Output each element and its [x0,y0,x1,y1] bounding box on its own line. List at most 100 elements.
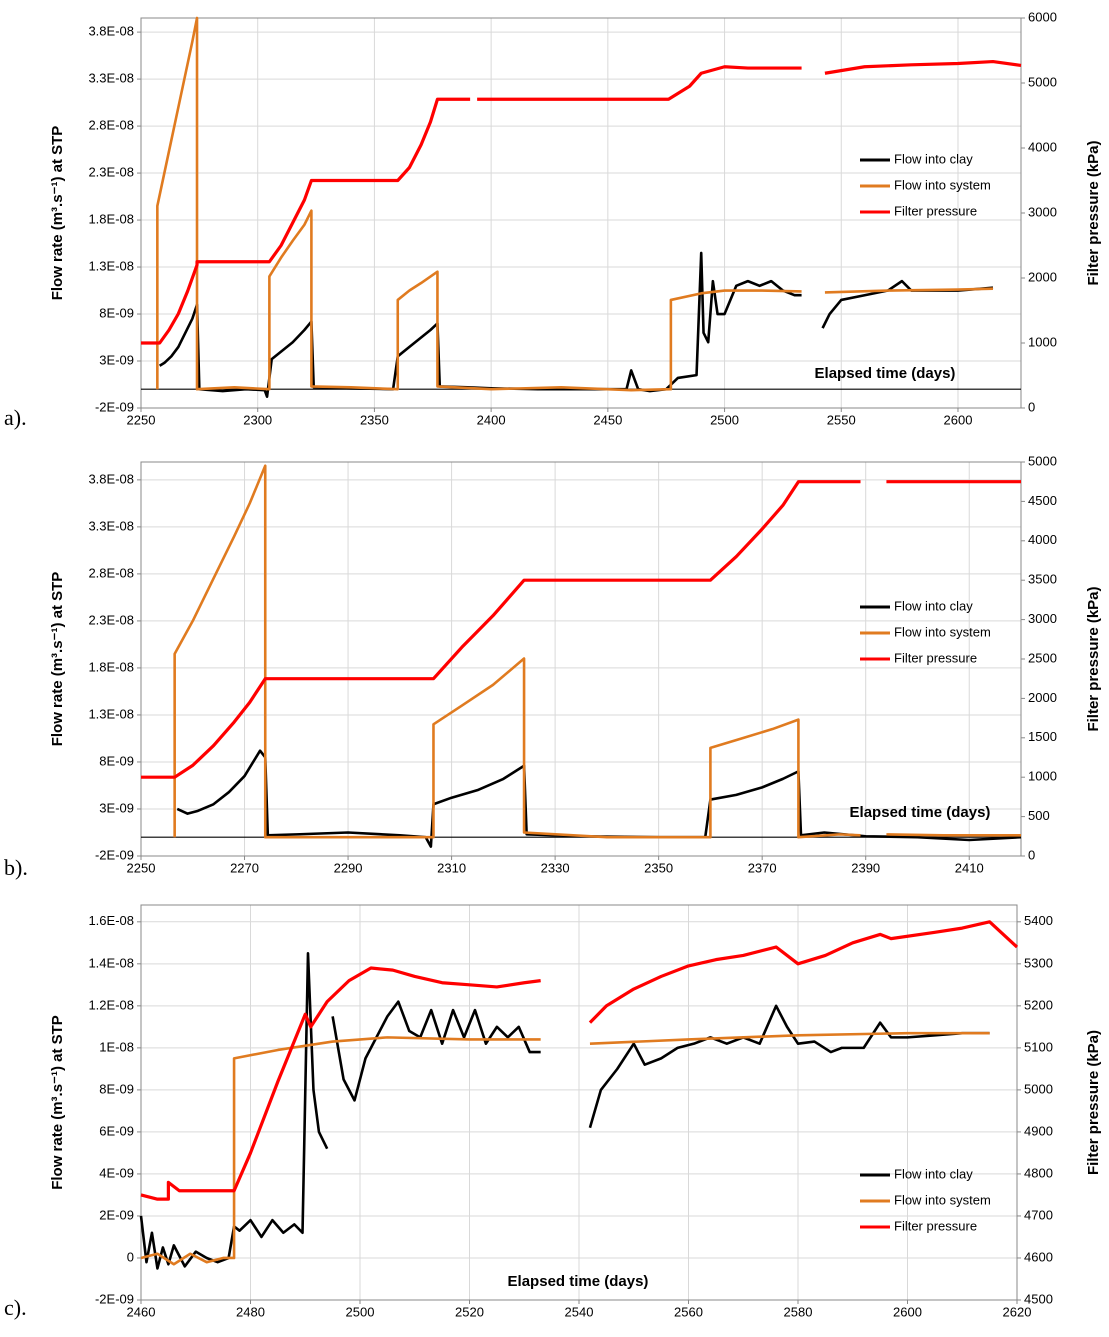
y-tick-label: 1.8E-08 [88,659,134,674]
y-axis-title: Flow rate (m³.s⁻¹) at STP [49,126,66,301]
y-tick-label: -2E-09 [95,847,134,862]
y-tick-label: 1.8E-08 [88,211,134,226]
legend-label: Filter pressure [894,650,977,665]
y2-tick-label: 1500 [1028,729,1057,744]
y2-tick-label: 6000 [1028,9,1057,24]
x-tick-label: 2370 [748,860,777,875]
x-axis-title: Elapsed time (days) [815,365,956,382]
y2-tick-label: 4500 [1028,493,1057,508]
y2-axis-title: Filter pressure (kPa) [1085,140,1102,285]
x-tick-label: 2290 [334,860,363,875]
y-tick-label: 1.4E-08 [88,955,134,970]
y-tick-label: -2E-09 [95,1291,134,1306]
y-tick-label: 1.3E-08 [88,258,134,273]
series-line [176,749,1022,848]
y2-tick-label: 4500 [1024,1291,1053,1306]
y-tick-label: 6E-09 [99,1123,134,1138]
y-tick-label: 1.2E-08 [88,997,134,1012]
y-tick-label: 3.8E-08 [88,24,134,39]
x-tick-label: 2580 [784,1304,813,1319]
x-tick-label: 2600 [944,412,973,427]
x-tick-label: 2400 [477,412,506,427]
x-tick-label: 2450 [593,412,622,427]
legend-label: Flow into system [894,624,991,639]
y2-tick-label: 2500 [1028,650,1057,665]
y-tick-label: 2.8E-08 [88,565,134,580]
x-tick-label: 2250 [127,412,156,427]
y2-tick-label: 4700 [1024,1207,1053,1222]
x-tick-label: 2560 [674,1304,703,1319]
x-axis-title: Elapsed time (days) [508,1273,649,1290]
y2-tick-label: 5300 [1024,955,1053,970]
y-axis-title: Flow rate (m³.s⁻¹) at STP [49,572,66,747]
x-tick-label: 2460 [127,1304,156,1319]
legend-label: Filter pressure [894,203,977,218]
y-tick-label: 0 [127,1249,134,1264]
plot-frame [140,17,1022,409]
x-tick-label: 2520 [455,1304,484,1319]
series-line [140,920,1019,1201]
y2-tick-label: 5400 [1024,913,1053,928]
y2-tick-label: 2000 [1028,690,1057,705]
x-tick-label: 2410 [955,860,984,875]
legend-label: Flow into clay [894,1166,973,1181]
legend-label: Filter pressure [894,1218,977,1233]
x-tick-label: 2620 [1003,1304,1032,1319]
y2-tick-label: 5000 [1028,74,1057,89]
y-tick-label: 3E-09 [99,352,134,367]
panel-label: c). [4,1295,27,1320]
legend-label: Flow into system [894,1192,991,1207]
y-tick-label: 1E-08 [99,1039,134,1054]
y-tick-label: 2E-09 [99,1207,134,1222]
x-tick-label: 2250 [127,860,156,875]
x-tick-label: 2390 [851,860,880,875]
y2-tick-label: 5200 [1024,997,1053,1012]
x-tick-label: 2300 [243,412,272,427]
x-tick-label: 2270 [230,860,259,875]
x-tick-label: 2350 [360,412,389,427]
y2-tick-label: 4000 [1028,139,1057,154]
x-tick-label: 2330 [541,860,570,875]
plot-frame [140,461,1022,857]
legend-label: Flow into system [894,177,991,192]
legend-label: Flow into clay [894,598,973,613]
y2-tick-label: 5000 [1028,453,1057,468]
y2-tick-label: 2000 [1028,269,1057,284]
series-line [141,59,1022,345]
y2-tick-label: 1000 [1028,334,1057,349]
x-axis-title: Elapsed time (days) [850,804,991,821]
x-tick-label: 2500 [346,1304,375,1319]
y2-tick-label: 0 [1028,847,1035,862]
y2-tick-label: 1000 [1028,769,1057,784]
x-tick-label: 2550 [827,412,856,427]
x-tick-label: 2500 [710,412,739,427]
y-tick-label: 3E-09 [99,800,134,815]
y-tick-label: 3.3E-08 [88,71,134,86]
y2-tick-label: 0 [1028,399,1035,414]
y-tick-label: 2.3E-08 [88,164,134,179]
y2-tick-label: 5000 [1024,1081,1053,1096]
y-tick-label: 3.8E-08 [88,471,134,486]
y-tick-label: 2.8E-08 [88,118,134,133]
y2-tick-label: 4000 [1028,532,1057,547]
series-line [141,480,1021,779]
y2-axis-title: Filter pressure (kPa) [1085,586,1102,731]
y2-tick-label: 4600 [1024,1249,1053,1264]
x-tick-label: 2350 [644,860,673,875]
y2-tick-label: 3000 [1028,611,1057,626]
series-line [156,16,994,392]
y2-tick-label: 4800 [1024,1165,1053,1180]
y2-tick-label: 3500 [1028,572,1057,587]
x-tick-label: 2600 [893,1304,922,1319]
y-tick-label: -2E-09 [95,399,134,414]
y2-tick-label: 5100 [1024,1039,1053,1054]
y2-tick-label: 4900 [1024,1123,1053,1138]
x-tick-label: 2480 [236,1304,265,1319]
plot-frame [140,904,1018,1301]
y2-tick-label: 3000 [1028,204,1057,219]
panel-label: a). [4,405,27,430]
x-tick-label: 2310 [437,860,466,875]
series-line [173,464,1021,839]
